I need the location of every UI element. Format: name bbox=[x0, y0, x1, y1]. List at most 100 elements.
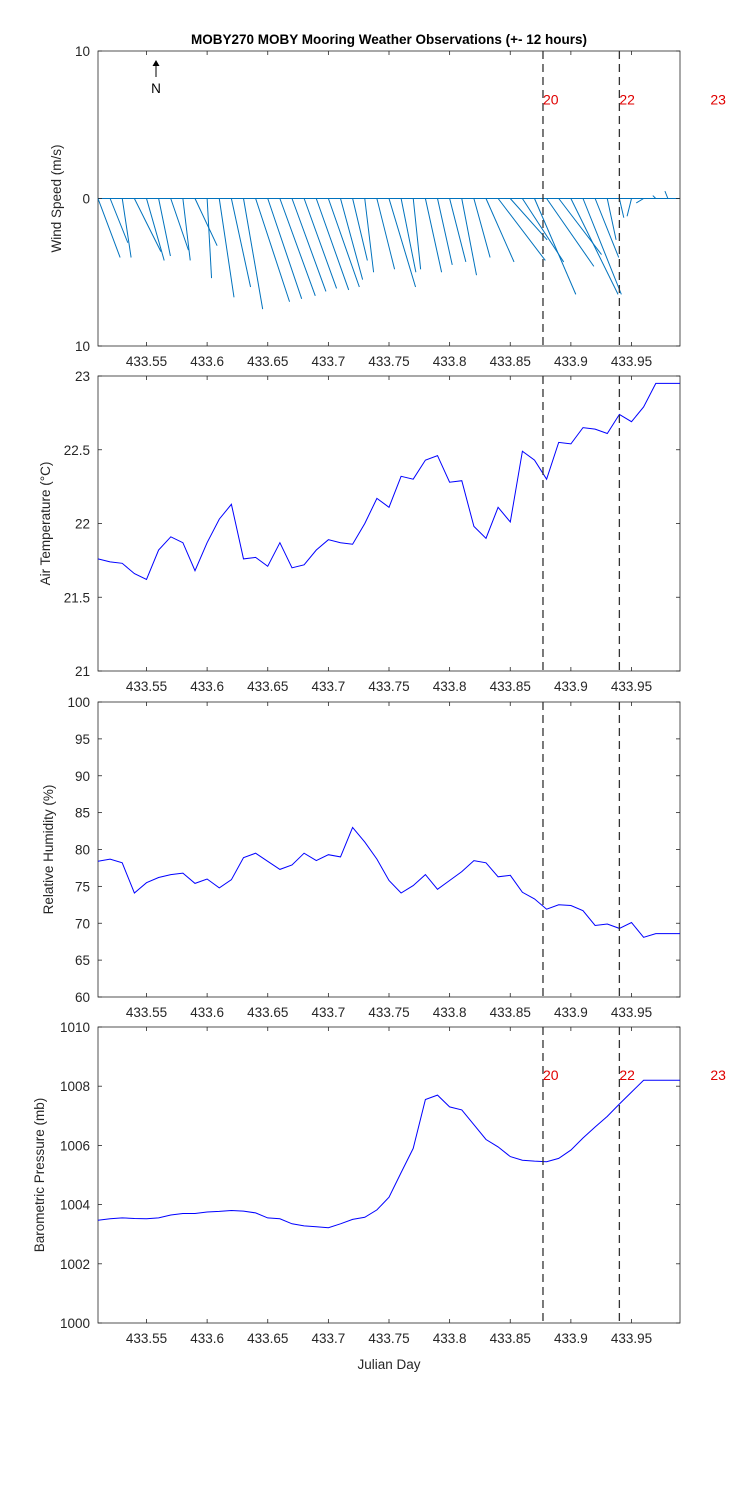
wind-vector bbox=[437, 198, 453, 265]
x-tick-label: 433.95 bbox=[611, 1005, 652, 1020]
x-tick-label: 433.9 bbox=[554, 679, 588, 694]
x-tick-label: 433.65 bbox=[247, 1005, 288, 1020]
wind-vector bbox=[170, 198, 189, 251]
y-tick-label: 10 bbox=[75, 339, 90, 354]
x-tick-label: 433.7 bbox=[311, 354, 345, 369]
wind-vector bbox=[206, 198, 213, 279]
time-marker-label: 23 bbox=[710, 1067, 726, 1083]
panel-relative-humidity: 433.55 433.6 433.65 433.7 433.75 433.8 433.85 4… bbox=[41, 695, 681, 1020]
wind-vector bbox=[218, 198, 235, 298]
x-tick-label: 433.85 bbox=[490, 354, 531, 369]
y-tick-label: 60 bbox=[75, 990, 90, 1005]
x-tick-label: 433.7 bbox=[311, 1331, 345, 1346]
x-tick-label: 433.7 bbox=[311, 1005, 345, 1020]
y-tick-label: 0 bbox=[82, 192, 90, 207]
wind-vector bbox=[146, 198, 165, 261]
time-marker-label: 22 bbox=[619, 92, 635, 108]
y-tick-label: 1004 bbox=[60, 1198, 91, 1213]
wind-vector bbox=[109, 198, 129, 243]
x-tick-label: 433.75 bbox=[368, 354, 409, 369]
y-tick-label: 75 bbox=[75, 879, 90, 894]
y-tick-label: 95 bbox=[75, 732, 90, 747]
x-tick-label: 433.9 bbox=[554, 354, 588, 369]
x-tick-label: 433.55 bbox=[126, 1331, 167, 1346]
y-tick-label: 1010 bbox=[60, 1020, 90, 1035]
x-tick-label: 433.6 bbox=[190, 679, 224, 694]
x-tick-label: 433.95 bbox=[611, 354, 652, 369]
wind-vector bbox=[255, 198, 291, 302]
wind-vector bbox=[243, 198, 264, 310]
wind-vector bbox=[364, 198, 375, 273]
wind-vector bbox=[473, 198, 491, 258]
wind-vector bbox=[509, 198, 548, 241]
wind-vector bbox=[279, 198, 316, 297]
plot-frame bbox=[97, 375, 681, 672]
x-tick-label: 433.8 bbox=[433, 1331, 467, 1346]
wind-vector bbox=[449, 198, 467, 263]
x-tick-label: 433.65 bbox=[247, 679, 288, 694]
x-tick-label: 433.85 bbox=[490, 679, 531, 694]
wind-vector bbox=[194, 198, 218, 246]
x-tick-label: 433.6 bbox=[190, 1005, 224, 1020]
x-tick-label: 433.95 bbox=[611, 679, 652, 694]
wind-vector bbox=[121, 198, 132, 258]
y-tick-label: 22 bbox=[75, 517, 90, 532]
y-tick-label: 1002 bbox=[60, 1257, 90, 1272]
x-tick-label: 433.85 bbox=[490, 1331, 531, 1346]
x-tick-label: 433.65 bbox=[247, 1331, 288, 1346]
y-tick-label: 21 bbox=[75, 664, 90, 679]
wind-vector bbox=[327, 198, 360, 288]
x-tick-label: 433.9 bbox=[554, 1005, 588, 1020]
wind-vector bbox=[158, 198, 171, 257]
wind-vector bbox=[340, 198, 364, 280]
x-tick-label: 433.8 bbox=[433, 1005, 467, 1020]
wind-vector bbox=[626, 198, 632, 217]
wind-vector bbox=[400, 198, 417, 273]
y-tick-label: 90 bbox=[75, 769, 90, 784]
wind-vector bbox=[97, 198, 121, 258]
north-arrow-head-icon bbox=[152, 60, 160, 66]
panel-wind: N 433.55 433.6 433.65 433.7 433.75 433.8 433.8… bbox=[49, 44, 726, 369]
chart-title: MOBY270 MOBY Mooring Weather Observation… bbox=[191, 32, 587, 47]
x-tick-label: 433.55 bbox=[126, 354, 167, 369]
x-tick-label: 433.6 bbox=[190, 1331, 224, 1346]
x-tick-label: 433.55 bbox=[126, 1005, 167, 1020]
x-tick-label: 433.7 bbox=[311, 679, 345, 694]
wind-vector bbox=[582, 198, 622, 295]
series-line bbox=[97, 382, 680, 581]
plot-frame bbox=[97, 1026, 681, 1324]
north-label: N bbox=[151, 81, 161, 96]
y-axis-label: Barometric Pressure (mb) bbox=[32, 1098, 47, 1253]
y-tick-label: 22.5 bbox=[64, 443, 90, 458]
wind-vector bbox=[412, 198, 422, 270]
wind-vector bbox=[606, 198, 617, 240]
y-tick-label: 85 bbox=[75, 806, 90, 821]
y-axis-label: Air Temperature (°C) bbox=[38, 462, 53, 586]
y-tick-label: 80 bbox=[75, 843, 90, 858]
x-tick-label: 433.95 bbox=[611, 1331, 652, 1346]
y-tick-label: 1000 bbox=[60, 1316, 90, 1331]
wind-vector bbox=[485, 198, 515, 263]
wind-vector bbox=[618, 198, 625, 218]
y-tick-label: 1008 bbox=[60, 1079, 90, 1094]
x-tick-label: 433.9 bbox=[554, 1331, 588, 1346]
time-marker-label: 22 bbox=[619, 1067, 635, 1083]
x-tick-label: 433.65 bbox=[247, 354, 288, 369]
wind-vector bbox=[424, 198, 443, 273]
wind-vector bbox=[497, 198, 546, 261]
time-marker-label: 20 bbox=[543, 1067, 559, 1083]
wind-vector bbox=[664, 190, 669, 199]
x-tick-label: 433.8 bbox=[433, 679, 467, 694]
wind-vector bbox=[461, 198, 477, 276]
panel-barometric-pressure: 433.55 433.6 433.65 433.7 433.75 433.8 433.85 4… bbox=[32, 1020, 726, 1346]
wind-vector bbox=[546, 198, 595, 267]
x-tick-label: 433.75 bbox=[368, 1331, 409, 1346]
y-axis-label: Wind Speed (m/s) bbox=[49, 144, 64, 252]
wind-vector bbox=[534, 198, 577, 295]
series-line bbox=[97, 826, 680, 938]
y-tick-label: 65 bbox=[75, 953, 90, 968]
time-marker-label: 23 bbox=[710, 92, 726, 108]
x-tick-label: 433.75 bbox=[368, 679, 409, 694]
y-axis-label: Relative Humidity (%) bbox=[41, 785, 56, 915]
wind-vector bbox=[182, 198, 191, 261]
